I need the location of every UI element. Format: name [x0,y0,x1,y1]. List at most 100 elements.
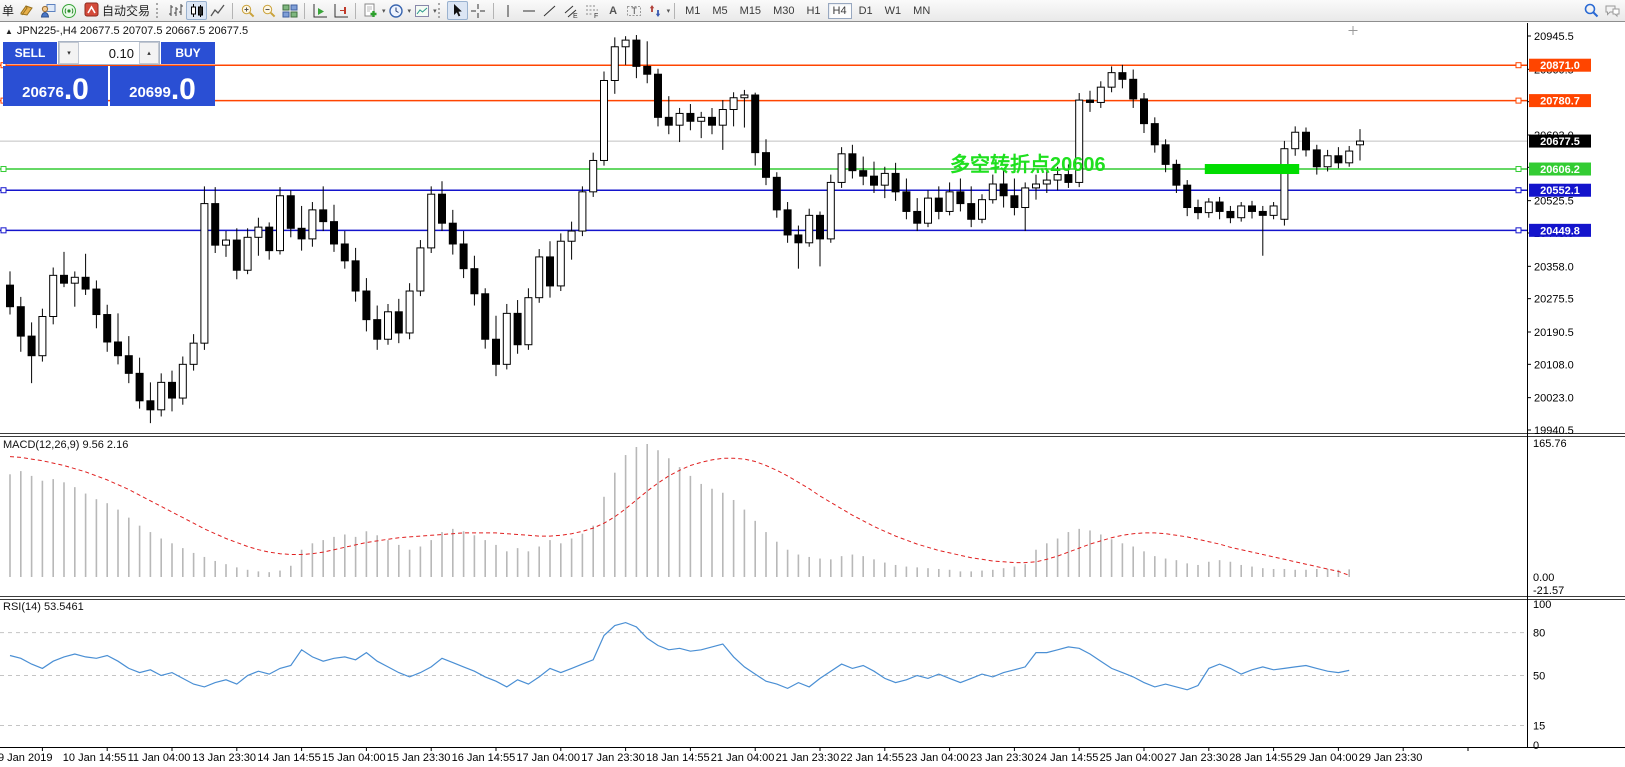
auto-scroll-icon[interactable] [309,1,330,20]
partial-toolbar-label[interactable]: 单 [2,4,15,18]
profile-icon[interactable] [37,1,58,20]
autotrade-label: 自动交易 [102,4,151,18]
buy-price[interactable]: 20699.0 [110,66,215,106]
tf-mn-button[interactable]: MN [913,4,931,17]
pane-separators [0,23,1625,748]
shapes-dropdown-caret[interactable]: ▾ [666,7,671,15]
indicators-icon[interactable] [360,1,381,20]
price-badges: 20871.0 20780.7 20677.5 20606.2 20552.1 20449… [1529,58,1591,237]
tf-m5-button[interactable]: M5 [712,4,728,17]
macd-label: MACD(12,26,9) 9.56 2.16 [3,439,129,451]
svg-text:0: 0 [1533,740,1539,752]
chart-shift-icon[interactable] [330,1,351,20]
crosshair-icon[interactable] [468,1,489,20]
svg-text:20275.5: 20275.5 [1534,294,1574,306]
svg-text:-21.57: -21.57 [1533,585,1564,597]
macd-pane: 165.76 0.00-21.57 [9,438,1567,597]
svg-text:0.00: 0.00 [1533,572,1554,584]
buy-price-int: 20699 [129,84,171,101]
periods-dropdown-caret[interactable]: ▾ [407,7,412,15]
text-icon[interactable]: A [609,4,618,17]
bar-chart-icon[interactable] [165,1,186,20]
tf-d1-button[interactable]: D1 [858,4,873,17]
indicators-dropdown-caret[interactable]: ▾ [382,7,386,15]
chart-title: ▲ JPN225-,H4 20677.5 20707.5 20667.5 206… [5,25,248,37]
svg-text:20945.5: 20945.5 [1534,31,1574,43]
svg-text:20449.8: 20449.8 [1540,225,1580,237]
tf-m30-button[interactable]: M30 [773,4,795,17]
tf-h1-button[interactable]: H1 [806,4,821,17]
svg-text:20108.0: 20108.0 [1534,359,1574,371]
shapes-icon[interactable] [645,1,666,20]
sell-price-int: 20676 [22,84,64,101]
fibonacci-icon[interactable]: F [582,1,603,20]
symbol-ohlc-text: JPN225-,H4 20677.5 20707.5 20667.5 20677… [16,25,249,37]
volume-spinner: ▾ ▴ [59,42,159,64]
svg-text:10 Jan 14:55: 10 Jan 14:55 [63,752,127,764]
sell-button-label: SELL [14,46,46,60]
up-caret-icon: ▴ [147,50,151,57]
sell-button[interactable]: SELL [3,42,57,64]
tile-windows-icon[interactable] [279,1,300,20]
svg-text:29 Jan 23:30: 29 Jan 23:30 [1359,752,1423,764]
vertical-line-icon[interactable] [498,1,519,20]
svg-text:20525.5: 20525.5 [1534,196,1574,208]
search-icon[interactable] [1581,1,1602,20]
sell-price[interactable]: 20676.0 [3,66,108,106]
line-chart-icon[interactable] [207,1,228,20]
svg-text:21 Jan 23:30: 21 Jan 23:30 [776,752,840,764]
rsi-label: RSI(14) 53.5461 [3,601,84,613]
buy-button-label: BUY [175,46,201,60]
svg-text:9 Jan 2019: 9 Jan 2019 [0,752,52,764]
autotrade-button[interactable]: 自动交易 [79,1,155,21]
tf-m15-button[interactable]: M15 [739,4,762,17]
svg-text:29 Jan 04:00: 29 Jan 04:00 [1294,752,1358,764]
cursor-icon[interactable] [446,1,468,20]
svg-text:11 Jan 04:00: 11 Jan 04:00 [128,752,191,764]
svg-text:T: T [632,6,638,16]
toolbar-grip [437,3,444,18]
candlestick-chart-icon[interactable] [186,1,208,20]
svg-text:F: F [594,13,598,19]
svg-text:20677.5: 20677.5 [1540,136,1580,148]
tf-h4-button[interactable]: H4 [827,2,852,19]
signal-icon[interactable] [58,1,79,20]
tf-w1-button[interactable]: W1 [884,4,902,17]
zoom-out-icon[interactable] [258,1,279,20]
toolbar-separator [355,2,357,19]
svg-text:20780.7: 20780.7 [1540,96,1580,108]
trendline-icon[interactable] [540,1,561,20]
candles-layer[interactable] [6,35,1364,424]
template-icon[interactable] [411,1,432,20]
svg-text:50: 50 [1533,671,1545,683]
periods-clock-icon[interactable] [386,1,407,20]
svg-text:23 Jan 04:00: 23 Jan 04:00 [905,752,969,764]
svg-text:15 Jan 04:00: 15 Jan 04:00 [322,752,386,764]
autotrade-icon [84,2,99,20]
volume-decrease-button[interactable]: ▾ [59,42,79,64]
label-icon[interactable]: T [624,1,645,20]
chat-icon[interactable] [1602,1,1623,20]
svg-text:80: 80 [1533,628,1545,640]
svg-text:17 Jan 23:30: 17 Jan 23:30 [581,752,645,764]
svg-text:165.76: 165.76 [1533,438,1567,450]
pivot-highlight-bar[interactable] [1204,164,1300,175]
buy-button[interactable]: BUY [161,42,215,64]
svg-text:23 Jan 23:30: 23 Jan 23:30 [970,752,1034,764]
template-dropdown-caret[interactable]: ▾ [433,7,437,15]
channel-icon[interactable]: E [561,1,582,20]
tf-m1-button[interactable]: M1 [685,4,701,17]
toolbar-separator [232,2,234,19]
collapse-icon[interactable]: ▲ [5,26,13,36]
volume-input[interactable] [79,42,139,64]
svg-text:20871.0: 20871.0 [1540,60,1580,72]
pivot-annotation-text[interactable]: 多空转折点20606 [950,154,1106,176]
zoom-in-icon[interactable] [237,1,258,20]
orders-book-icon[interactable] [16,1,37,20]
buy-price-frac: .0 [170,73,196,106]
time-axis: 9 Jan 2019 10 Jan 14:55 11 Jan 04:00 13 Jan… [0,747,1469,764]
horizontal-line-icon[interactable] [519,1,540,20]
svg-text:E: E [573,13,578,19]
volume-increase-button[interactable]: ▴ [139,42,159,64]
